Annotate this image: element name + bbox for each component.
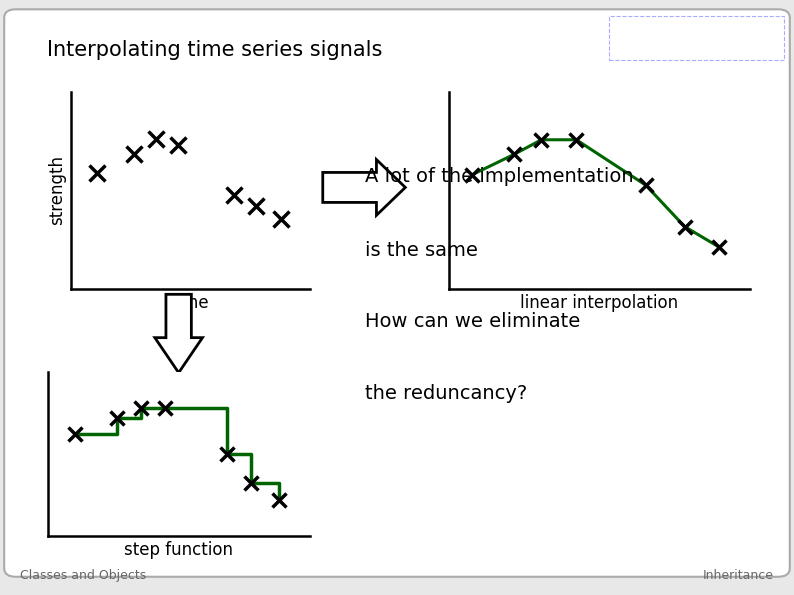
Text: the reduncancy?: the reduncancy?: [365, 384, 527, 403]
Text: A lot of the implementation: A lot of the implementation: [365, 167, 634, 186]
Y-axis label: strength: strength: [48, 155, 66, 226]
Text: Inheritance: Inheritance: [703, 569, 774, 582]
X-axis label: time: time: [172, 294, 210, 312]
Text: carpentry: carpentry: [700, 34, 773, 47]
FancyArrow shape: [322, 159, 405, 215]
Text: Classes and Objects: Classes and Objects: [20, 569, 146, 582]
Text: How can we eliminate: How can we eliminate: [365, 312, 580, 331]
Text: software: software: [616, 34, 678, 47]
Text: is the same: is the same: [365, 241, 478, 260]
X-axis label: linear interpolation: linear interpolation: [520, 294, 679, 312]
FancyArrow shape: [155, 295, 202, 372]
FancyBboxPatch shape: [4, 10, 790, 577]
Text: Interpolating time series signals: Interpolating time series signals: [47, 40, 382, 60]
X-axis label: step function: step function: [124, 541, 233, 559]
